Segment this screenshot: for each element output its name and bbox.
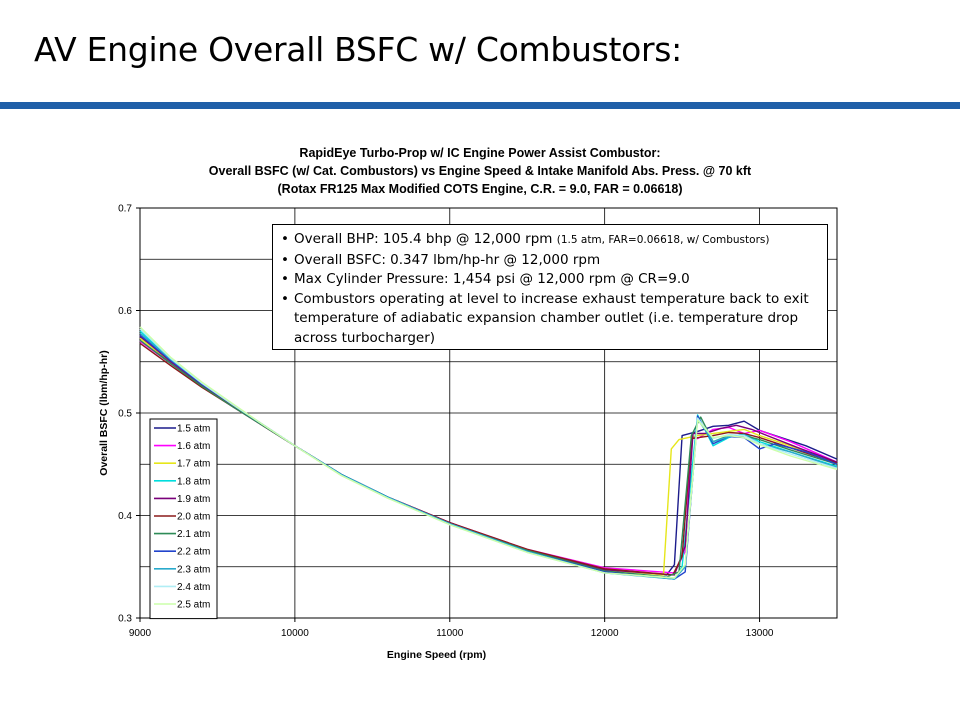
y-tick-label: 0.7 xyxy=(118,204,132,215)
y-tick-label: 0.6 xyxy=(118,306,132,317)
chart-title-line-3: (Rotax FR125 Max Modified COTS Engine, C… xyxy=(277,182,683,196)
title-divider xyxy=(0,102,960,109)
series-line-2-5-atm xyxy=(139,326,838,579)
legend-label: 2.4 atm xyxy=(177,582,210,593)
chart-title-line-1: RapidEye Turbo-Prop w/ IC Engine Power A… xyxy=(299,146,661,160)
x-tick-label: 11000 xyxy=(436,628,464,639)
x-tick-label: 9000 xyxy=(129,628,152,639)
x-tick-label: 10000 xyxy=(281,628,309,639)
y-tick-label: 0.5 xyxy=(118,409,132,420)
callout-bullet-pressure: Max Cylinder Pressure: 1,454 psi @ 12,00… xyxy=(281,270,819,290)
legend-label: 2.0 atm xyxy=(177,512,210,523)
y-tick-label: 0.3 xyxy=(118,614,132,625)
callout-bullet-bhp: Overall BHP: 105.4 bhp @ 12,000 rpm (1.5… xyxy=(281,230,819,251)
x-tick-label: 12000 xyxy=(591,628,619,639)
slide-title: AV Engine Overall BSFC w/ Combustors: xyxy=(34,30,682,69)
results-callout: Overall BHP: 105.4 bhp @ 12,000 rpm (1.5… xyxy=(272,224,828,350)
callout-bhp-text: Overall BHP: 105.4 bhp @ 12,000 rpm xyxy=(294,231,557,247)
callout-bullet-combustors: Combustors operating at level to increas… xyxy=(281,290,819,349)
callout-bullet-bsfc: Overall BSFC: 0.347 lbm/hp-hr @ 12,000 r… xyxy=(281,251,819,271)
legend-label: 2.1 atm xyxy=(177,529,210,540)
legend-label: 1.7 atm xyxy=(177,459,210,470)
legend-label: 1.6 atm xyxy=(177,441,210,452)
x-axis-label: Engine Speed (rpm) xyxy=(387,649,486,661)
legend-label: 2.5 atm xyxy=(177,600,210,611)
legend-label: 1.8 atm xyxy=(177,476,210,487)
callout-bhp-conditions: (1.5 atm, FAR=0.06618, w/ Combustors) xyxy=(556,234,770,246)
legend-box xyxy=(149,418,218,620)
y-tick-label: 0.4 xyxy=(118,511,132,522)
legend-label: 2.3 atm xyxy=(177,564,210,575)
x-tick-label: 13000 xyxy=(746,628,774,639)
y-axis-label: Overall BSFC (lbm/hp-hr) xyxy=(98,350,110,475)
legend-label: 2.2 atm xyxy=(177,547,210,558)
chart-title-line-2: Overall BSFC (w/ Cat. Combustors) vs Eng… xyxy=(208,164,752,178)
legend-label: 1.5 atm xyxy=(177,424,210,435)
legend-label: 1.9 atm xyxy=(177,494,210,505)
